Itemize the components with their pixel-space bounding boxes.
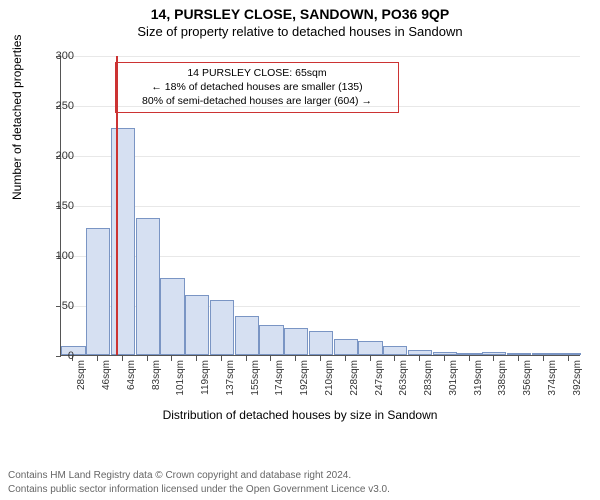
ytick-label: 100	[40, 250, 74, 262]
xtick-label: 174sqm	[274, 360, 285, 396]
xtick-mark	[122, 356, 123, 361]
xtick-label: 101sqm	[175, 360, 186, 396]
chart-container: 14, PURSLEY CLOSE, SANDOWN, PO36 9QP Siz…	[0, 0, 600, 500]
x-axis-label: Distribution of detached houses by size …	[0, 408, 600, 422]
gridline	[61, 206, 580, 207]
ytick-label: 250	[40, 100, 74, 112]
xtick-label: 392sqm	[572, 360, 583, 396]
histogram-bar	[210, 300, 234, 355]
xtick-label: 46sqm	[101, 360, 112, 390]
ytick-label: 50	[40, 300, 74, 312]
histogram-bar	[235, 316, 259, 355]
xtick-label: 356sqm	[522, 360, 533, 396]
histogram-bar	[309, 331, 333, 355]
xtick-label: 338sqm	[497, 360, 508, 396]
xtick-mark	[394, 356, 395, 361]
xtick-mark	[295, 356, 296, 361]
chart-title: 14, PURSLEY CLOSE, SANDOWN, PO36 9QP	[0, 0, 600, 22]
annotation-line: 14 PURSLEY CLOSE: 65sqm	[122, 66, 392, 80]
footer-line-1: Contains HM Land Registry data © Crown c…	[8, 469, 390, 483]
histogram-bar	[334, 339, 358, 355]
xtick-mark	[320, 356, 321, 361]
xtick-label: 28sqm	[76, 360, 87, 390]
histogram-bar	[408, 350, 432, 355]
histogram-bar	[86, 228, 110, 355]
xtick-label: 301sqm	[448, 360, 459, 396]
xtick-mark	[518, 356, 519, 361]
histogram-bar	[556, 353, 580, 355]
histogram-bar	[185, 295, 209, 355]
xtick-label: 137sqm	[225, 360, 236, 396]
histogram-bar	[111, 128, 135, 355]
footer-attribution: Contains HM Land Registry data © Crown c…	[8, 469, 390, 496]
annotation-line: ← 18% of detached houses are smaller (13…	[122, 80, 392, 94]
xtick-mark	[97, 356, 98, 361]
ytick-label: 200	[40, 150, 74, 162]
xtick-mark	[568, 356, 569, 361]
ytick-label: 0	[40, 350, 74, 362]
xtick-label: 119sqm	[200, 360, 211, 395]
xtick-mark	[171, 356, 172, 361]
xtick-mark	[147, 356, 148, 361]
y-axis-label: Number of detached properties	[10, 35, 24, 200]
xtick-label: 283sqm	[423, 360, 434, 396]
xtick-mark	[543, 356, 544, 361]
histogram-bar	[259, 325, 283, 355]
footer-line-2: Contains public sector information licen…	[8, 483, 390, 497]
xtick-mark	[196, 356, 197, 361]
xtick-mark	[345, 356, 346, 361]
xtick-mark	[370, 356, 371, 361]
xtick-label: 83sqm	[151, 360, 162, 390]
histogram-bar	[457, 353, 481, 355]
xtick-mark	[419, 356, 420, 361]
histogram-bar	[358, 341, 382, 355]
histogram-bar	[284, 328, 308, 355]
xtick-mark	[469, 356, 470, 361]
histogram-bar	[433, 352, 457, 355]
histogram-bar	[160, 278, 184, 355]
xtick-label: 263sqm	[398, 360, 409, 396]
ytick-label: 150	[40, 200, 74, 212]
xtick-mark	[493, 356, 494, 361]
xtick-label: 374sqm	[547, 360, 558, 396]
xtick-label: 155sqm	[250, 360, 261, 396]
histogram-bar	[482, 352, 506, 355]
plot-region: 14 PURSLEY CLOSE: 65sqm← 18% of detached…	[60, 56, 580, 356]
chart-subtitle: Size of property relative to detached ho…	[0, 22, 600, 39]
xtick-mark	[246, 356, 247, 361]
ytick-label: 300	[40, 50, 74, 62]
histogram-bar	[383, 346, 407, 355]
histogram-bar	[532, 353, 556, 355]
xtick-mark	[444, 356, 445, 361]
histogram-bar	[507, 353, 531, 355]
xtick-label: 192sqm	[299, 360, 310, 396]
xtick-mark	[221, 356, 222, 361]
gridline	[61, 56, 580, 57]
chart-area: 14 PURSLEY CLOSE: 65sqm← 18% of detached…	[60, 56, 580, 396]
xtick-mark	[270, 356, 271, 361]
xtick-label: 64sqm	[126, 360, 137, 390]
gridline	[61, 156, 580, 157]
xtick-label: 228sqm	[349, 360, 360, 396]
xtick-label: 319sqm	[473, 360, 484, 396]
histogram-bar	[136, 218, 160, 355]
annotation-line: 80% of semi-detached houses are larger (…	[122, 94, 392, 108]
xtick-label: 210sqm	[324, 360, 335, 396]
xtick-label: 247sqm	[374, 360, 385, 396]
annotation-box: 14 PURSLEY CLOSE: 65sqm← 18% of detached…	[115, 62, 399, 113]
